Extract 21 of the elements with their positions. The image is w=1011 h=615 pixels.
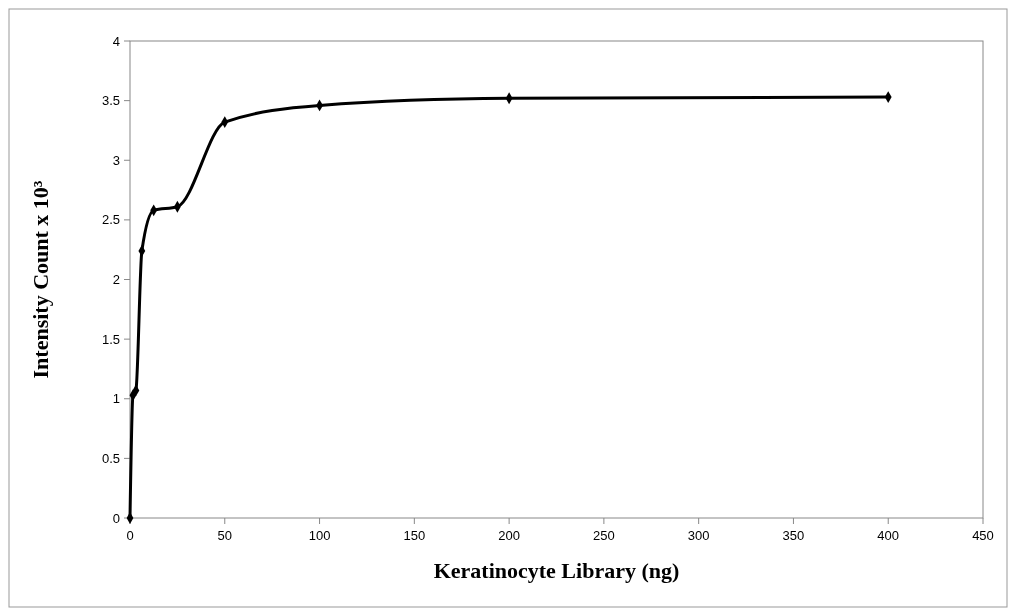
y-axis-title: Intensity Count x 10³ [28, 180, 53, 379]
x-tick-label: 450 [972, 528, 994, 543]
y-tick-label: 1.5 [101, 331, 120, 347]
y-tick-label: 2 [112, 272, 120, 288]
x-axis-title: Keratinocyte Library (ng) [433, 558, 680, 583]
x-tick-label: 200 [498, 528, 520, 543]
y-tick-label: 0.5 [101, 450, 120, 466]
y-tick-label: 3 [112, 152, 120, 168]
x-tick-label: 0 [126, 528, 134, 543]
y-tick-label: 1 [112, 391, 120, 407]
x-tick-label: 250 [593, 528, 615, 543]
x-tick-label: 400 [877, 528, 900, 543]
x-tick-label: 150 [403, 528, 426, 543]
x-tick-label: 350 [782, 528, 805, 543]
x-tick-label: 300 [687, 528, 710, 543]
y-tick-label: 4 [112, 33, 120, 49]
x-tick-label: 50 [217, 528, 233, 543]
x-tick-label: 100 [308, 528, 331, 543]
y-tick-label: 0 [112, 510, 120, 526]
y-tick-label: 2.5 [101, 212, 120, 228]
y-tick-label: 3.5 [101, 93, 120, 109]
